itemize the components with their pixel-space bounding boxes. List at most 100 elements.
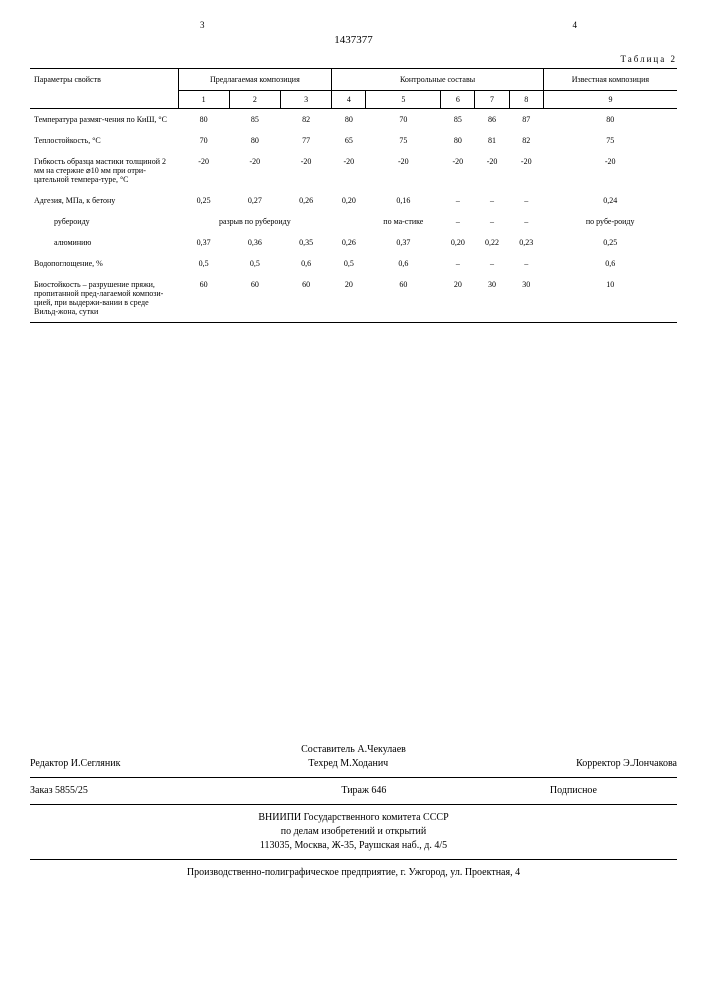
cell: 0,20 <box>332 190 366 211</box>
cell: 87 <box>509 109 543 131</box>
cell: 0,27 <box>229 190 280 211</box>
table-row: алюминию0,370,360,350,260,370,200,220,23… <box>30 232 677 253</box>
cell: 20 <box>441 274 475 323</box>
cell: -20 <box>441 151 475 190</box>
cell: 0,24 <box>543 190 677 211</box>
org1: ВНИИПИ Государственного комитета СССР <box>30 811 677 825</box>
cell: 75 <box>366 130 441 151</box>
cell: 86 <box>475 109 509 131</box>
cell: 0,20 <box>441 232 475 253</box>
row-label: алюминию <box>30 232 178 253</box>
cell: 0,37 <box>178 232 229 253</box>
cell: -20 <box>178 151 229 190</box>
cell: -20 <box>509 151 543 190</box>
cell: 0,23 <box>509 232 543 253</box>
table-row: Гибкость образца мастики толщиной 2 мм н… <box>30 151 677 190</box>
col-4: 4 <box>332 91 366 109</box>
cell: – <box>441 190 475 211</box>
compiler: Составитель А.Чекулаев <box>30 743 677 757</box>
cell: – <box>475 190 509 211</box>
cell: 30 <box>509 274 543 323</box>
page-num-left: 3 <box>200 20 205 30</box>
cell: 80 <box>178 109 229 131</box>
row-label: Биостойкость – разрушение пряжи, пропита… <box>30 274 178 323</box>
col-6: 6 <box>441 91 475 109</box>
cell: – <box>509 253 543 274</box>
cell: 0,26 <box>280 190 331 211</box>
row-label: Гибкость образца мастики толщиной 2 мм н… <box>30 151 178 190</box>
cell: 0,6 <box>366 253 441 274</box>
col-param: Параметры свойств <box>30 69 178 109</box>
order: Заказ 5855/25 <box>30 784 88 798</box>
cell: по ма-стике <box>366 211 441 232</box>
cell: 0,25 <box>178 190 229 211</box>
cell: 0,16 <box>366 190 441 211</box>
cell <box>332 211 366 232</box>
row-label: Водопоглощение, % <box>30 253 178 274</box>
cell: – <box>441 211 475 232</box>
cell: 60 <box>366 274 441 323</box>
cell: 77 <box>280 130 331 151</box>
col-group1: Предлагаемая композиция <box>178 69 332 91</box>
cell: 0,5 <box>332 253 366 274</box>
cell: – <box>509 211 543 232</box>
cell: 0,36 <box>229 232 280 253</box>
cell: 60 <box>280 274 331 323</box>
cell: 0,5 <box>178 253 229 274</box>
cell: 85 <box>229 109 280 131</box>
cell: 65 <box>332 130 366 151</box>
col-9: 9 <box>543 91 677 109</box>
printer: Производственно-полиграфическое предприя… <box>30 866 677 880</box>
table-row: Адгезия, МПа, к бетону0,250,270,260,200,… <box>30 190 677 211</box>
cell: 85 <box>441 109 475 131</box>
col-2: 2 <box>229 91 280 109</box>
cell: 75 <box>543 130 677 151</box>
table-row: Биостойкость – разрушение пряжи, пропита… <box>30 274 677 323</box>
cell: 60 <box>229 274 280 323</box>
tirazh: Тираж 646 <box>341 784 386 798</box>
row-label: Адгезия, МПа, к бетону <box>30 190 178 211</box>
podpisnoe: Подписное <box>550 784 597 798</box>
cell: разрыв по рубероиду <box>178 211 332 232</box>
cell: -20 <box>332 151 366 190</box>
cell: 70 <box>366 109 441 131</box>
row-label: Теплостойкость, °С <box>30 130 178 151</box>
table-row: рубероидуразрыв по рубероидупо ма-стике–… <box>30 211 677 232</box>
data-table: Параметры свойств Предлагаемая композици… <box>30 68 677 323</box>
cell: – <box>441 253 475 274</box>
cell: -20 <box>475 151 509 190</box>
footer: Составитель А.Чекулаев Редактор И.Сеглян… <box>30 743 677 880</box>
editor: Редактор И.Сегляник <box>30 757 120 771</box>
cell: 0,22 <box>475 232 509 253</box>
cell: 80 <box>441 130 475 151</box>
table-row: Водопоглощение, %0,50,50,60,50,6–––0,6 <box>30 253 677 274</box>
cell: – <box>475 211 509 232</box>
row-label: рубероиду <box>30 211 178 232</box>
cell: 10 <box>543 274 677 323</box>
table-row: Температура размяг-чения по КиШ, °С80858… <box>30 109 677 131</box>
org2: по делам изобретений и открытий <box>30 825 677 839</box>
cell: 0,5 <box>229 253 280 274</box>
addr: 113035, Москва, Ж-35, Раушская наб., д. … <box>30 839 677 853</box>
cell: – <box>475 253 509 274</box>
cell: 0,6 <box>543 253 677 274</box>
cell: 20 <box>332 274 366 323</box>
cell: -20 <box>543 151 677 190</box>
cell: по рубе-роиду <box>543 211 677 232</box>
cell: 80 <box>229 130 280 151</box>
row-label: Температура размяг-чения по КиШ, °С <box>30 109 178 131</box>
cell: -20 <box>280 151 331 190</box>
cell: -20 <box>229 151 280 190</box>
cell: 0,35 <box>280 232 331 253</box>
col-3: 3 <box>280 91 331 109</box>
col-8: 8 <box>509 91 543 109</box>
cell: 0,6 <box>280 253 331 274</box>
col-5: 5 <box>366 91 441 109</box>
cell: – <box>509 190 543 211</box>
cell: 30 <box>475 274 509 323</box>
col-7: 7 <box>475 91 509 109</box>
cell: 70 <box>178 130 229 151</box>
cell: 80 <box>332 109 366 131</box>
cell: -20 <box>366 151 441 190</box>
cell: 82 <box>280 109 331 131</box>
